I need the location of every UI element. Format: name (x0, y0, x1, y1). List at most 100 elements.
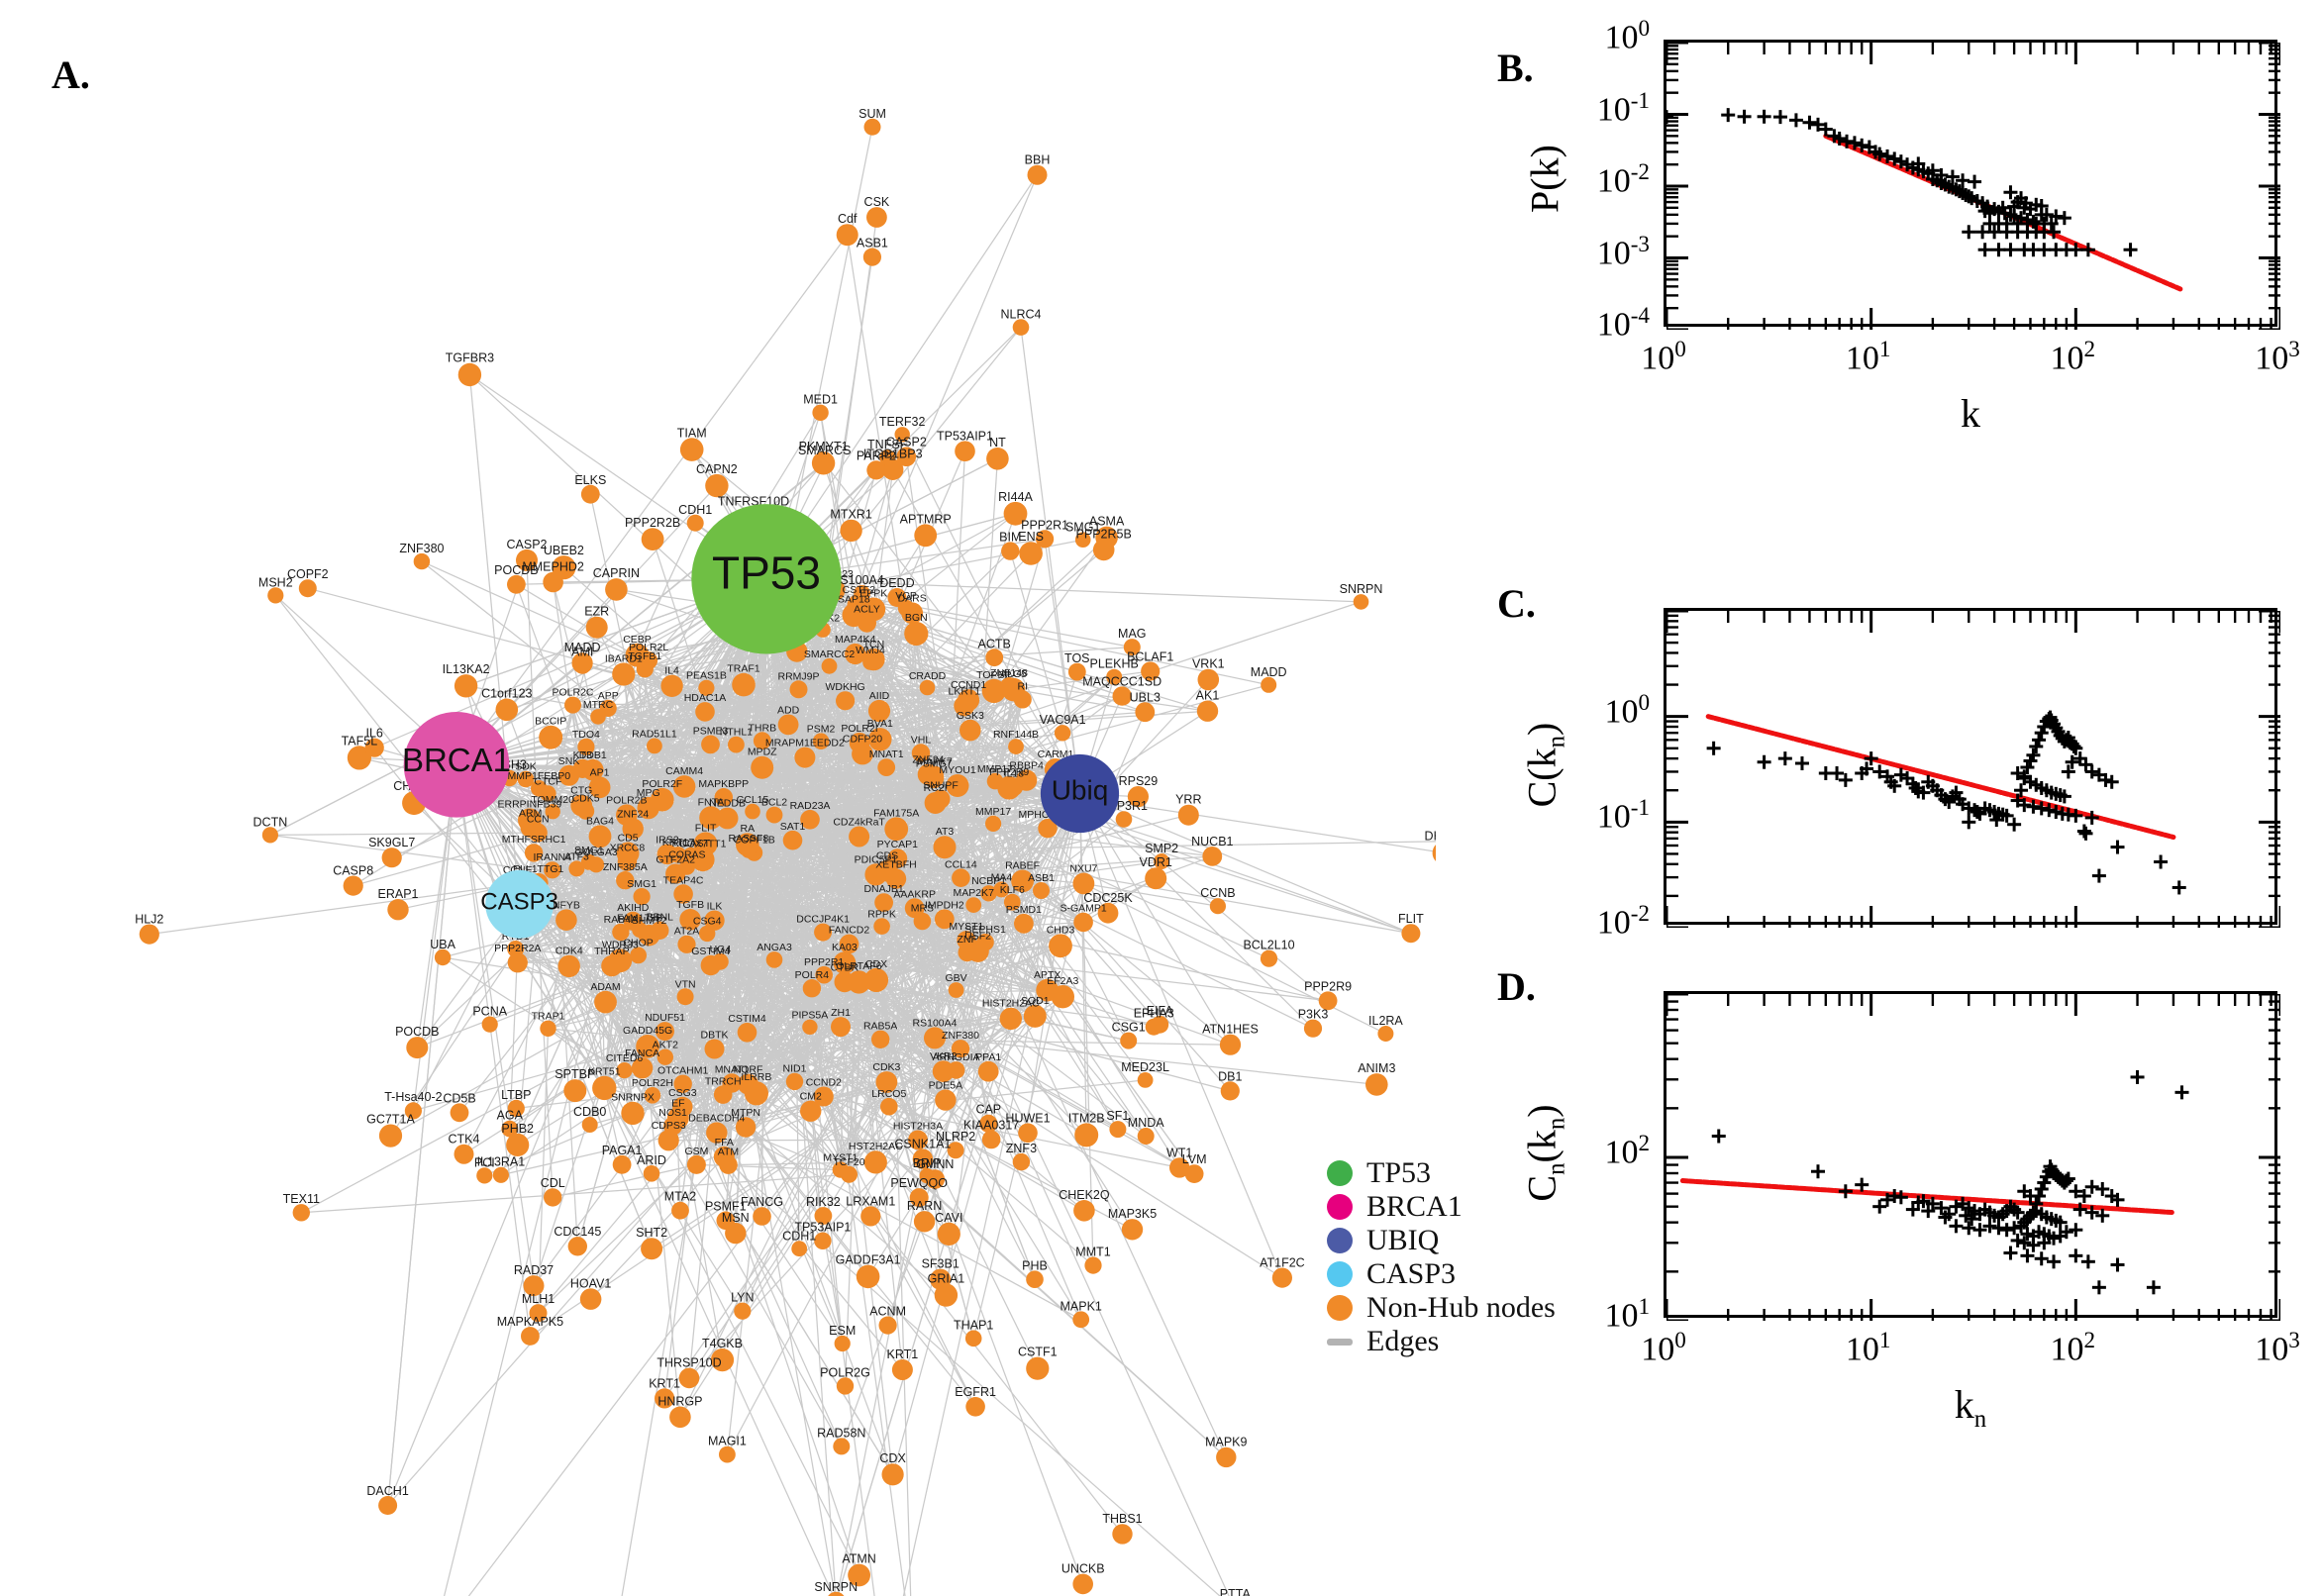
svg-text:ASB1: ASB1 (1028, 872, 1055, 884)
svg-text:SMARCS: SMARCS (798, 444, 851, 457)
svg-text:ARHGDIA: ARHGDIA (933, 1051, 980, 1063)
svg-text:EPHA3: EPHA3 (1134, 1007, 1174, 1021)
network-panel: A. ASB1 TAF5L MAG AGA MAGI1 CCL14 ALG5 DHX40 CDC… (0, 0, 1436, 1596)
svg-text:CAPN2: CAPN2 (696, 462, 738, 476)
x-axis-title: k (1961, 391, 1980, 436)
svg-text:SAT1: SAT1 (780, 821, 806, 833)
svg-text:S-GAMP1: S-GAMP1 (1060, 903, 1106, 915)
legend-item: UBIQ (1327, 1224, 1555, 1257)
legend: TP53 BRCA1 UBIQ CASP3 Non-Hub nodes Edges (1327, 1156, 1556, 1358)
plot-canvas[interactable] (1666, 994, 2280, 1321)
legend-color-dot (1327, 1194, 1353, 1220)
svg-text:PKMYT1: PKMYT1 (799, 440, 849, 453)
svg-text:RNF144B: RNF144B (993, 729, 1039, 741)
svg-text:BCLAF1: BCLAF1 (1127, 649, 1173, 663)
svg-text:PSM2: PSM2 (807, 723, 836, 735)
svg-text:RAD37: RAD37 (514, 1263, 554, 1277)
svg-text:NDUF51: NDUF51 (645, 1012, 685, 1024)
svg-text:NCBP1: NCBP1 (971, 875, 1006, 887)
svg-text:POLR2H: POLR2H (632, 1077, 673, 1089)
svg-text:WDKHG: WDKHG (825, 681, 864, 693)
svg-text:BCL2L10: BCL2L10 (1243, 939, 1294, 952)
svg-text:TRAP1: TRAP1 (532, 1011, 565, 1023)
svg-text:EPPK: EPPK (859, 588, 887, 600)
svg-text:CCND1: CCND1 (951, 679, 986, 691)
plot-canvas[interactable] (1666, 43, 2280, 330)
svg-text:NOS1: NOS1 (658, 1107, 687, 1119)
svg-text:DCCJP4K1: DCCJP4K1 (796, 914, 850, 926)
legend-color-dot (1327, 1261, 1353, 1287)
svg-text:BAG4: BAG4 (586, 815, 614, 827)
svg-text:TCN: TCN (863, 639, 885, 650)
svg-text:POLR2G: POLR2G (820, 1365, 870, 1379)
svg-text:MTXR1: MTXR1 (830, 508, 871, 522)
svg-text:LRCO5: LRCO5 (871, 1088, 906, 1100)
svg-text:DDB1: DDB1 (579, 749, 607, 761)
svg-text:RAB4A: RAB4A (604, 914, 638, 926)
legend-item-label: Non-Hub nodes (1366, 1291, 1556, 1324)
svg-text:PHB2: PHB2 (501, 1122, 534, 1136)
svg-text:HOAV1: HOAV1 (570, 1276, 611, 1290)
svg-text:MTA2: MTA2 (664, 1190, 696, 1204)
svg-text:PYCAP1: PYCAP1 (877, 839, 919, 850)
svg-text:CHD3: CHD3 (1047, 925, 1075, 937)
svg-text:PCNA: PCNA (472, 1004, 507, 1018)
network-graph[interactable]: ASB1 TAF5L MAG AGA MAGI1 CCL14 ALG5 DHX40 CDC25K… (0, 0, 1436, 1596)
svg-text:RARN: RARN (907, 1199, 942, 1213)
svg-text:CASP2: CASP2 (886, 436, 927, 449)
svg-text:PLEKHB: PLEKHB (1090, 657, 1139, 671)
plot-canvas[interactable] (1666, 611, 2280, 928)
svg-text:VDR1: VDR1 (1140, 855, 1172, 869)
svg-text:HLJ2: HLJ2 (135, 913, 163, 927)
svg-text:POCDB: POCDB (494, 563, 538, 577)
svg-text:BBH: BBH (1025, 153, 1051, 167)
svg-text:MADD: MADD (1251, 665, 1287, 679)
svg-text:GMNN: GMNN (916, 1157, 954, 1171)
svg-text:RA: RA (741, 823, 756, 835)
svg-text:CTK4: CTK4 (449, 1133, 480, 1147)
svg-text:AT3: AT3 (936, 826, 955, 838)
svg-text:CASP8: CASP8 (333, 864, 373, 878)
svg-text:ILK: ILK (707, 901, 723, 913)
plot-frame (1664, 608, 2280, 928)
svg-text:TNFSF: TNFSF (867, 438, 908, 451)
legend-item: Edges (1327, 1325, 1555, 1358)
svg-text:CSNK1A1: CSNK1A1 (894, 1138, 951, 1151)
svg-text:MAP4K4: MAP4K4 (835, 634, 876, 646)
svg-text:CDFP20: CDFP20 (843, 734, 882, 746)
svg-text:EF: EF (671, 1097, 684, 1109)
svg-text:VHL: VHL (911, 734, 932, 746)
svg-text:CSK: CSK (864, 195, 890, 209)
svg-text:DNAJB1: DNAJB1 (863, 883, 903, 895)
svg-text:PIPS5A: PIPS5A (792, 1010, 829, 1022)
svg-text:MSN: MSN (722, 1211, 750, 1225)
svg-text:CCL15: CCL15 (737, 794, 769, 806)
svg-text:TP53AIP1: TP53AIP1 (937, 429, 993, 443)
svg-text:GBV: GBV (946, 972, 967, 984)
svg-text:KLF6: KLF6 (1000, 884, 1025, 896)
svg-text:MPDZ: MPDZ (748, 747, 777, 758)
svg-text:TP53AIP1: TP53AIP1 (794, 1221, 851, 1235)
svg-text:ATF3: ATF3 (564, 850, 589, 862)
svg-text:WMJ4: WMJ4 (856, 645, 885, 656)
svg-text:AAAKRP: AAAKRP (893, 888, 936, 900)
svg-text:MAPKAPK5: MAPKAPK5 (497, 1315, 563, 1329)
svg-text:POLR2L: POLR2L (629, 642, 668, 653)
svg-text:PEAS1B: PEAS1B (686, 670, 727, 682)
legend-item: Non-Hub nodes (1327, 1291, 1556, 1325)
svg-text:POCDB: POCDB (395, 1025, 439, 1039)
svg-text:ZNF3: ZNF3 (1006, 1142, 1037, 1155)
svg-text:MRAPM1EEDD2: MRAPM1EEDD2 (765, 738, 845, 749)
svg-text:ACLY: ACLY (854, 604, 880, 616)
svg-text:TDO4: TDO4 (572, 729, 600, 741)
svg-text:MTPN: MTPN (731, 1107, 760, 1119)
svg-text:ZNF: ZNF (957, 934, 976, 946)
legend-color-dot (1327, 1295, 1353, 1321)
legend-item-label: TP53 (1366, 1156, 1432, 1189)
svg-text:EIFA: EIFA (1147, 1004, 1174, 1018)
svg-text:MPG: MPG (637, 787, 660, 799)
svg-text:CTCF: CTCF (534, 775, 561, 787)
svg-text:P3K3: P3K3 (1298, 1008, 1329, 1022)
svg-text:RC2I: RC2I (924, 782, 948, 794)
svg-text:SAP18: SAP18 (838, 593, 870, 605)
